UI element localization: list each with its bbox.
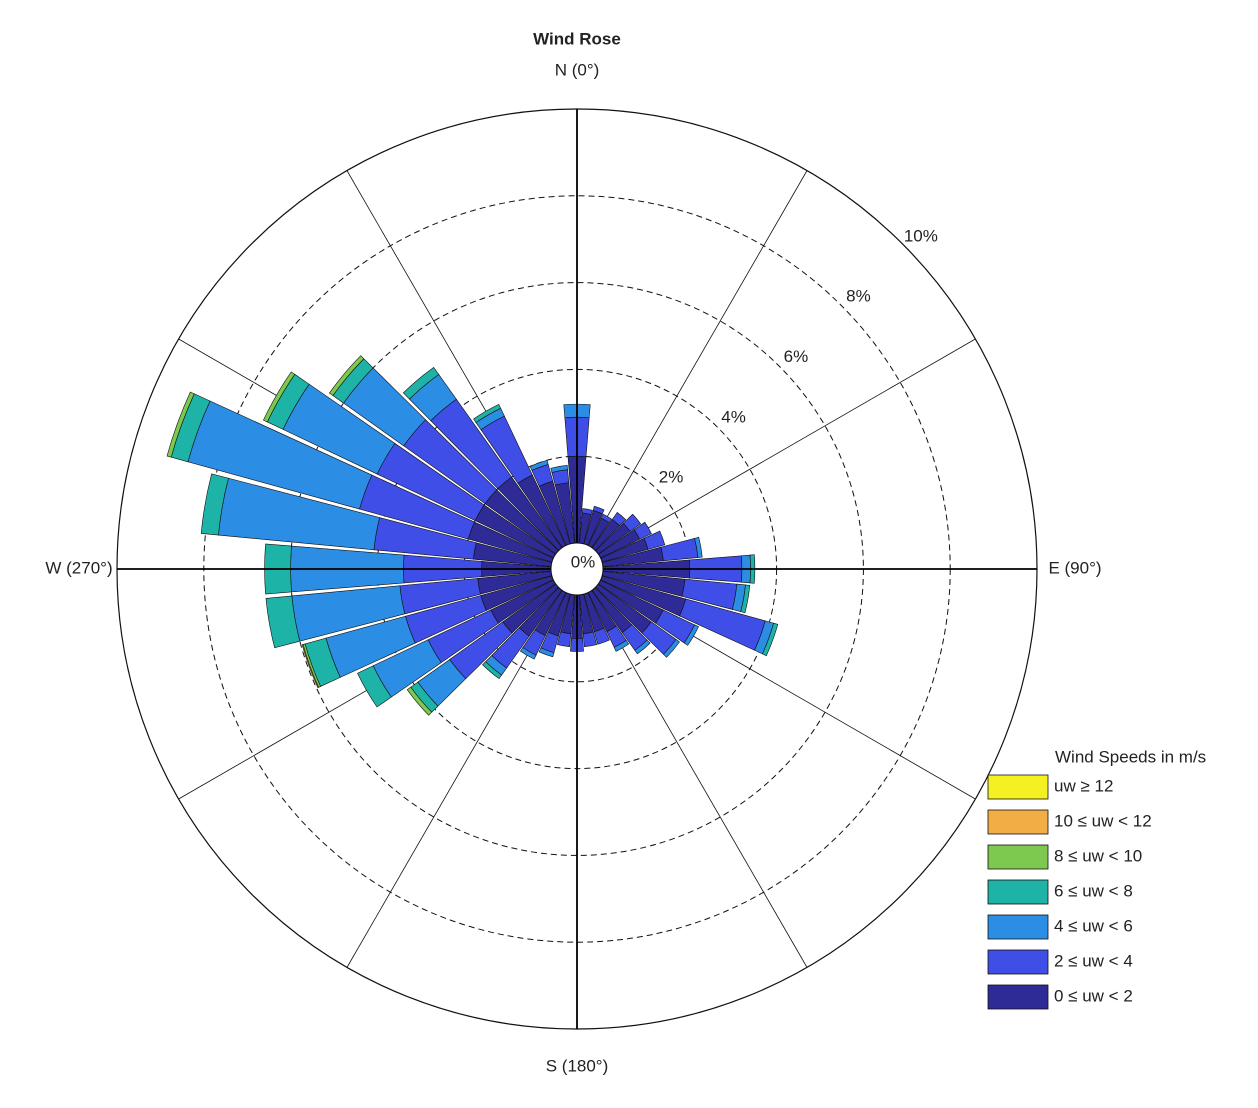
legend-label: 10 ≤ uw < 12 [1054, 811, 1152, 830]
direction-grid-line [589, 591, 808, 968]
bar-segment [613, 639, 630, 652]
r-tick-label: 10% [904, 226, 938, 245]
r-tick-label: 0% [571, 552, 596, 571]
bar-segment [592, 505, 605, 515]
direction-label: N (0°) [555, 60, 600, 79]
bar-segment [301, 644, 319, 689]
bar-segment [762, 622, 779, 657]
direction-label: E (90°) [1048, 558, 1101, 577]
bar-segment [633, 521, 652, 540]
bar-segment [529, 459, 549, 471]
r-tick-label: 6% [784, 347, 809, 366]
bar-segment [694, 536, 703, 558]
bar-segment [593, 627, 610, 645]
bar-segment [556, 631, 572, 648]
legend-swatch [987, 949, 1049, 975]
bar-segment [643, 530, 666, 550]
bar-segment [265, 595, 301, 649]
legend-label: 2 ≤ uw < 4 [1054, 951, 1133, 970]
direction-grid-line [599, 338, 976, 557]
bar-segment [683, 624, 699, 646]
bar-segment [663, 638, 680, 658]
legend-label: 8 ≤ uw < 10 [1054, 846, 1142, 865]
bar-segment [600, 513, 612, 524]
bar-segment [611, 512, 627, 527]
legend-swatch [987, 809, 1049, 835]
center-hole [550, 542, 604, 596]
bar-segment [582, 631, 598, 648]
legend-label: 0 ≤ uw < 2 [1054, 986, 1133, 1005]
bar-segment [262, 371, 296, 423]
bar-segment [740, 584, 751, 614]
bar-segment [482, 661, 503, 680]
legend-swatch [987, 879, 1049, 905]
legend-label: 4 ≤ uw < 6 [1054, 916, 1133, 935]
r-tick-label: 2% [659, 468, 684, 487]
bar-segment [622, 513, 642, 532]
legend-title: Wind Speeds in m/s [1055, 747, 1206, 766]
bar-segment [357, 665, 392, 708]
bar-segment [581, 508, 593, 515]
bar-segment [550, 465, 568, 473]
bar-segment [634, 639, 651, 655]
bar-segment [473, 403, 502, 423]
r-tick-label: 8% [846, 287, 871, 306]
bar-segment [538, 647, 555, 658]
direction-label: S (180°) [546, 1056, 609, 1075]
bar-segment [406, 686, 433, 716]
bar-segment [660, 538, 699, 562]
legend-label: uw ≥ 12 [1054, 776, 1113, 795]
legend-swatch [987, 844, 1049, 870]
legend-swatch [987, 984, 1049, 1010]
bar-segment [328, 355, 365, 396]
bar-segment [166, 391, 195, 458]
bar-segment [519, 647, 537, 660]
r-tick-label: 4% [721, 407, 746, 426]
direction-grid-line [589, 170, 808, 547]
bar-segment [402, 366, 440, 400]
legend-swatch [987, 914, 1049, 940]
legend-label: 6 ≤ uw < 8 [1054, 881, 1133, 900]
chart-title: Wind Rose [533, 29, 621, 48]
legend-swatch [987, 774, 1049, 800]
direction-label: W (270°) [45, 558, 112, 577]
